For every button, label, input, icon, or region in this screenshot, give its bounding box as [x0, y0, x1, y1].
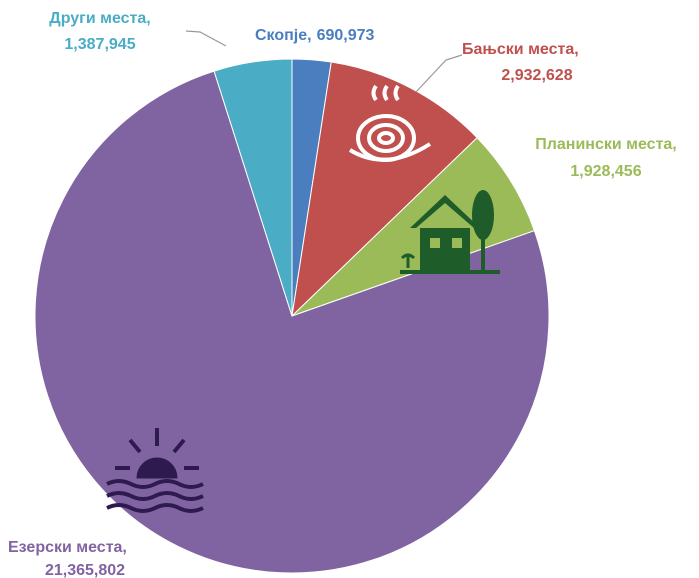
labels: Скопје, 690,973 Бањски места, 2,932,628 План… [8, 10, 677, 578]
pie-slice [291, 61, 478, 318]
pie [34, 58, 550, 574]
pie-slice [213, 58, 293, 317]
value-label: 1,387,945 [64, 36, 135, 53]
category-label: Планински места, [535, 136, 677, 153]
category-label: Бањски места, [462, 41, 579, 58]
leader-line [185, 30, 227, 47]
category-label: Други места, [49, 10, 150, 27]
spa-icon [348, 84, 432, 162]
value-label: 1,928,456 [570, 163, 641, 180]
value-label: 2,932,628 [501, 67, 572, 84]
house-icon [400, 190, 500, 274]
value-label: 690,973 [317, 27, 375, 44]
leader-line [415, 54, 463, 93]
pie-slice [34, 70, 550, 574]
value-label: 21,365,802 [45, 562, 125, 578]
category-label: Езерски места, [8, 539, 127, 556]
sunset-icon [106, 428, 204, 513]
category-label: Скопје, [255, 27, 312, 44]
